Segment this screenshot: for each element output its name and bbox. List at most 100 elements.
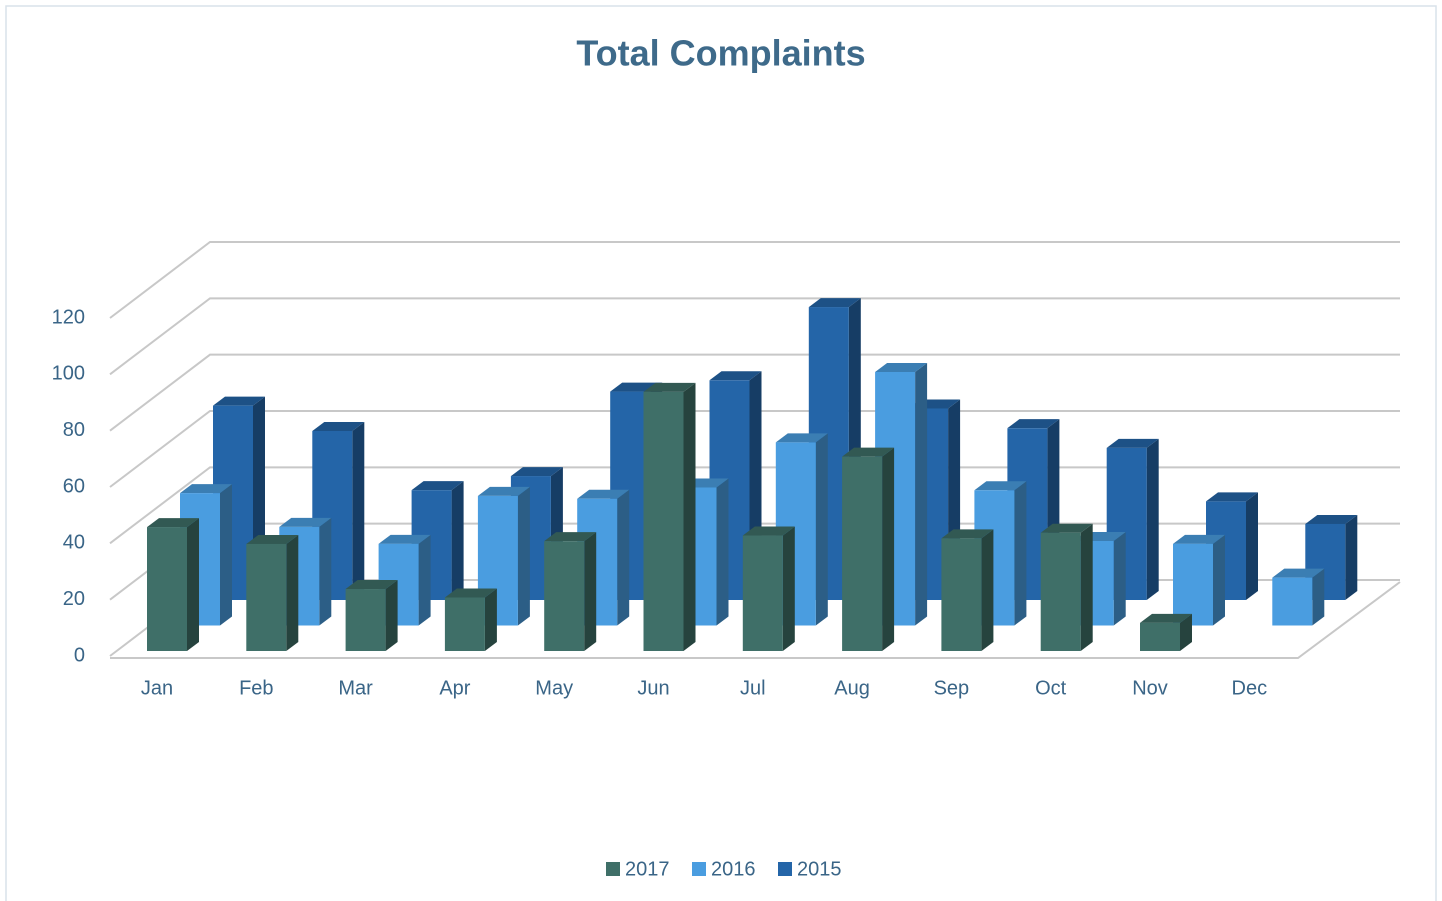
y-tick-label: 40 [63, 532, 85, 554]
bar-side [981, 529, 994, 651]
x-tick-label: Mar [338, 677, 373, 699]
bar-top [378, 534, 431, 544]
bar-top [974, 481, 1027, 491]
x-tick-label: Dec [1232, 677, 1268, 699]
bar-side [187, 518, 199, 651]
legend-label: 2017 [625, 858, 670, 880]
legend-label: 2015 [797, 858, 842, 880]
y-tick-label: 20 [63, 588, 85, 610]
bar-top [279, 517, 332, 527]
grid-line [109, 241, 1400, 319]
bar-top [808, 298, 861, 308]
bar [444, 597, 485, 651]
legend-swatch [606, 862, 620, 876]
grid-line [109, 410, 1400, 488]
bar-side [352, 422, 365, 600]
bar-top [775, 433, 828, 443]
bar [246, 543, 287, 651]
bar-side [220, 484, 232, 626]
bar-top [345, 580, 398, 590]
bar-top [312, 422, 365, 431]
bar-side [815, 433, 828, 626]
bar-top [411, 481, 464, 491]
bar-side [319, 517, 332, 626]
bar-side [418, 534, 431, 626]
legend-label: 2016 [711, 858, 756, 880]
bar-side [617, 489, 630, 626]
bar-top [180, 484, 232, 494]
x-tick-label: Jan [141, 677, 173, 699]
grid-line [109, 297, 1400, 376]
legend-swatch [778, 862, 792, 876]
bar [147, 527, 187, 651]
bar-top [1206, 492, 1258, 502]
bar [1140, 622, 1180, 651]
bar-top [1140, 613, 1192, 623]
bar-top [941, 529, 994, 539]
bar [941, 538, 982, 651]
x-tick-label: Feb [239, 677, 273, 699]
x-tick-label: Jun [637, 677, 669, 699]
bar-top [246, 534, 299, 544]
y-tick-label: 100 [52, 363, 85, 385]
bar-side [1146, 438, 1159, 600]
y-tick-label: 80 [63, 419, 85, 441]
x-tick-label: Nov [1132, 677, 1168, 699]
bar [842, 456, 883, 651]
bar-side [1080, 523, 1093, 651]
x-tick-label: Apr [439, 677, 470, 699]
bar [1272, 577, 1313, 626]
bar-side [882, 447, 895, 651]
bar-side [286, 534, 299, 651]
bar-top [709, 371, 762, 381]
bar-side [584, 532, 597, 651]
x-tick-label: Sep [934, 677, 970, 699]
bar-top [1272, 568, 1325, 578]
bar-top [510, 467, 563, 477]
bar-top [842, 447, 895, 457]
bar-top [1173, 534, 1225, 544]
bar-side [385, 580, 398, 651]
bar [544, 541, 585, 651]
bar-side [683, 382, 696, 651]
y-tick-label: 0 [74, 644, 85, 666]
y-tick-label: 60 [63, 475, 85, 497]
bar-side [915, 363, 928, 626]
bar-side [1014, 481, 1027, 626]
bar [345, 589, 386, 651]
bar-top [1007, 419, 1060, 429]
bar-side [782, 526, 795, 651]
bar-top [875, 363, 928, 372]
bar [1173, 543, 1213, 626]
x-tick-label: Aug [834, 677, 870, 699]
y-tick-label: 120 [52, 306, 85, 328]
bar-top [444, 588, 497, 598]
grid-line [109, 466, 1400, 545]
bar-top [544, 532, 597, 542]
bar-side [1180, 613, 1192, 651]
bar-side [1246, 492, 1258, 600]
bar-top [643, 382, 696, 392]
bar-top [742, 526, 795, 536]
bar-side [1113, 532, 1126, 626]
bar-top [1040, 523, 1093, 533]
x-tick-label: May [535, 677, 573, 699]
bar-top [1305, 514, 1358, 524]
bar [1040, 532, 1081, 651]
bar-side [1345, 514, 1358, 600]
bar-top [577, 489, 630, 499]
bar-top [213, 396, 265, 406]
bar-side [451, 481, 464, 600]
floor [110, 581, 1401, 659]
bar-top [477, 486, 530, 496]
bar-side [484, 588, 497, 651]
bar [643, 391, 684, 651]
bar-side [517, 486, 530, 626]
bar [742, 535, 783, 651]
chart-title: Total Complaints [576, 33, 865, 74]
x-tick-label: Jul [740, 677, 766, 699]
x-tick-label: Oct [1035, 677, 1067, 699]
bar-side [716, 478, 729, 626]
bar-top [147, 518, 199, 528]
